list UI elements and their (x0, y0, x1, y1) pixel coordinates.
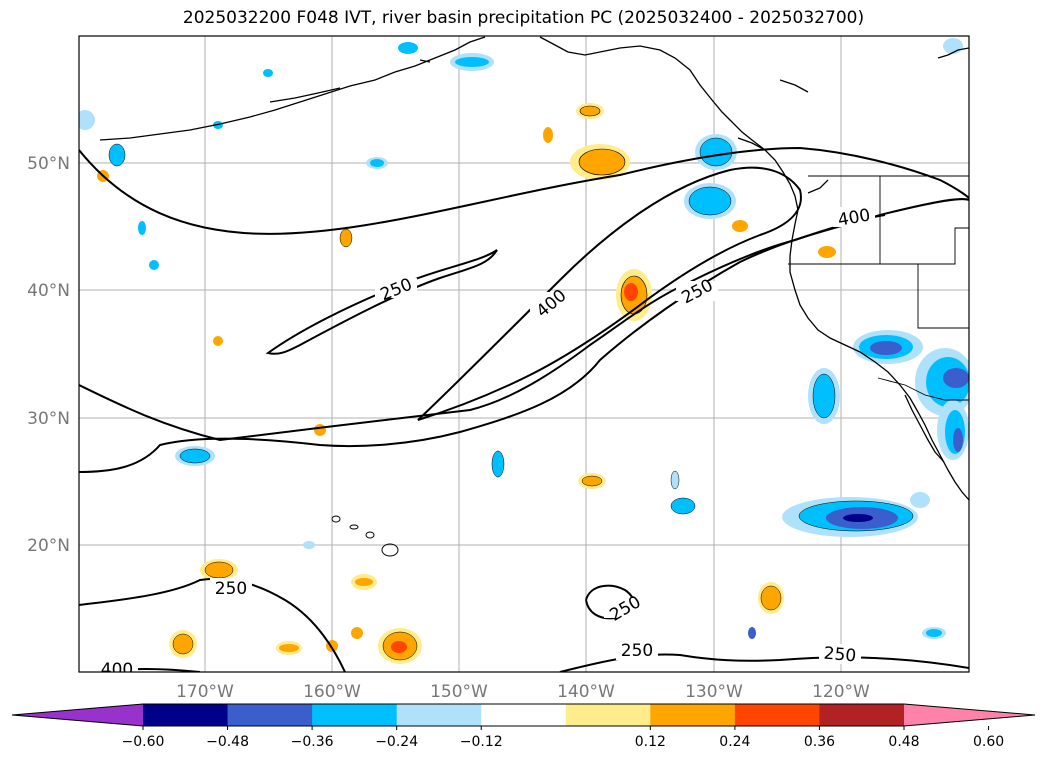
colorbar-bin (227, 704, 313, 726)
colorbar-bin (481, 704, 567, 726)
lon-label-140w: 140°W (557, 682, 615, 702)
map-frame (78, 35, 970, 673)
colorbar-tick-label: 0.36 (804, 734, 835, 750)
colorbar-bin (734, 704, 820, 726)
contour-label-250-e: 250 (621, 641, 653, 661)
colorbar-bin (650, 704, 736, 726)
contour-label-250-c: 250 (215, 579, 247, 599)
longitude-labels: 170°W 160°W 150°W 140°W 130°W 120°W (176, 682, 870, 702)
lat-label-40n: 40°N (27, 281, 70, 301)
colorbar-tick-label: −0.60 (122, 734, 165, 750)
colorbar-tick-label: −0.48 (206, 734, 249, 750)
colorbar-bin (396, 704, 482, 726)
lon-label-150w: 150°W (430, 682, 488, 702)
colorbar-tick-label: 0.12 (635, 734, 666, 750)
coastlines (99, 36, 969, 501)
colorbar-extend-high (904, 704, 1035, 726)
colorbar-tick-label: −0.36 (291, 734, 334, 750)
colorbar-tick-label: 0.24 (719, 734, 750, 750)
latitude-labels: 50°N 40°N 30°N 20°N (27, 154, 70, 556)
colorbar-extend-low (12, 704, 143, 726)
contour-label-400-c: 400 (101, 660, 133, 680)
lon-label-120w: 120°W (812, 682, 870, 702)
ivt-contour-outer-west (79, 40, 80, 42)
colorbar-tick-label: −0.12 (460, 734, 503, 750)
map-title: 2025032200 F048 IVT, river basin precipi… (182, 8, 865, 28)
lat-label-20n: 20°N (27, 536, 70, 556)
colorbar-bin (565, 704, 651, 726)
colorbar-bin (143, 704, 229, 726)
colorbar-bin (312, 704, 398, 726)
hawaii-islands (331, 515, 399, 557)
colorbar-tick-label: −0.24 (375, 734, 418, 750)
colorbar-bin (819, 704, 905, 726)
colorbar-tick-label: 0.60 (973, 734, 1004, 750)
lat-label-50n: 50°N (27, 154, 70, 174)
borders (788, 175, 969, 401)
lon-label-160w: 160°W (303, 682, 361, 702)
contour-label-250-f: 250 (823, 644, 857, 667)
lat-label-30n: 30°N (27, 409, 70, 429)
lon-label-130w: 130°W (685, 682, 743, 702)
colorbar: −0.60 −0.48 −0.36 −0.24 −0.12 0.12 0.24 0.36 0.4… (11, 703, 1036, 750)
precip-negative-patches (79, 38, 969, 639)
lon-label-170w: 170°W (176, 682, 234, 702)
colorbar-tick-label: 0.48 (888, 734, 919, 750)
